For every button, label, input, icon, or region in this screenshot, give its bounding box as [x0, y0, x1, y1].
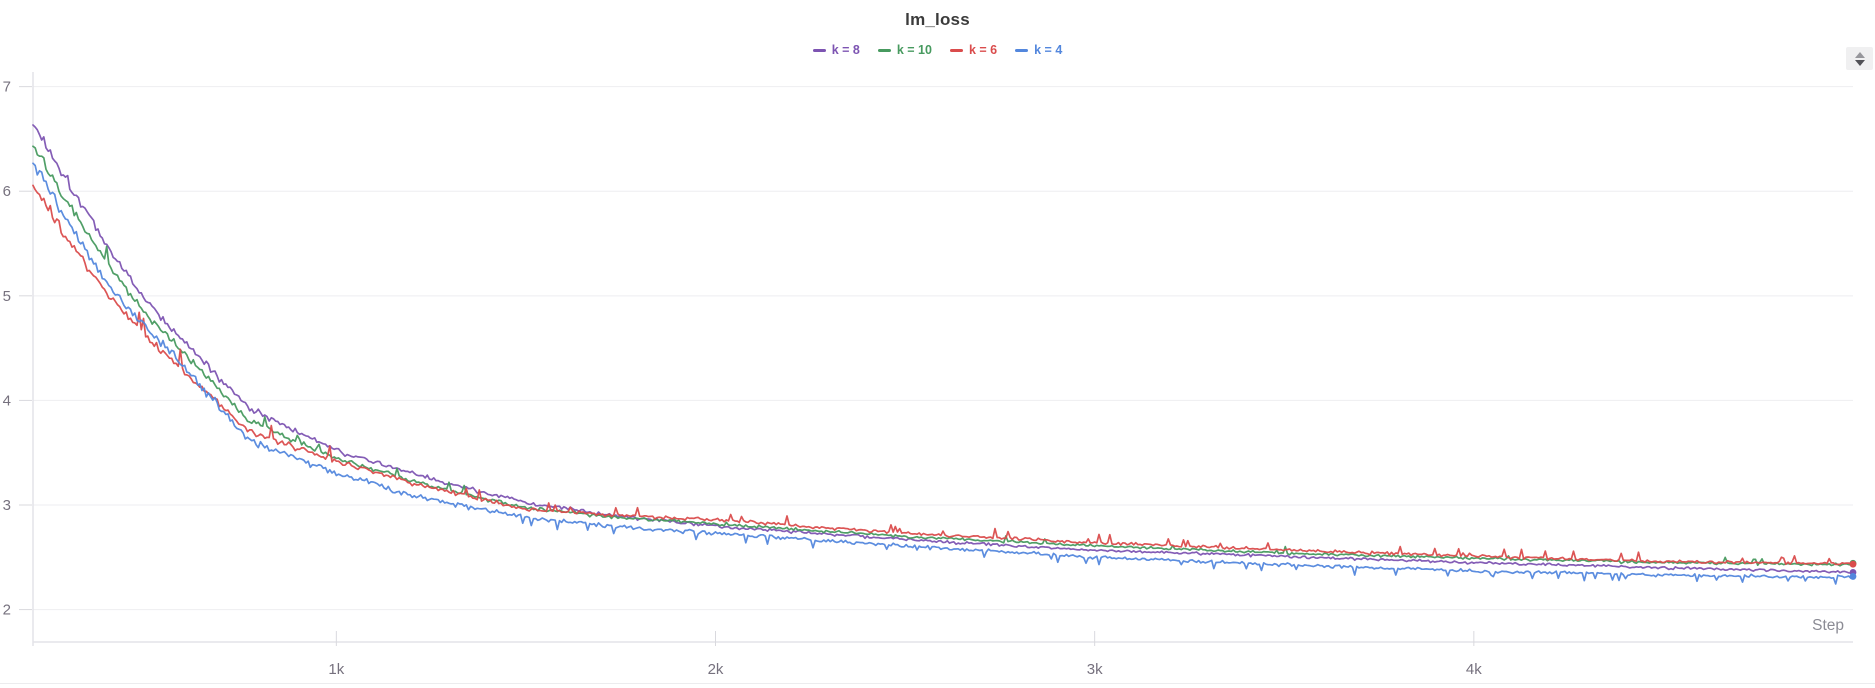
panel-stepper-control[interactable] — [1846, 47, 1873, 70]
x-tick-label: 3k — [1087, 661, 1103, 678]
legend-item-k=6[interactable]: k = 6 — [949, 43, 998, 57]
chart-legend: k = 8 k = 10 k = 6 k = 4 — [0, 41, 1875, 59]
legend-item-k=10[interactable]: k = 10 — [877, 43, 932, 57]
y-tick-label: 3 — [3, 497, 11, 514]
y-tick-label: 4 — [3, 392, 11, 409]
legend-label: k = 6 — [968, 43, 998, 57]
y-tick-label: 6 — [3, 183, 11, 200]
series-line-k=4[interactable] — [32, 162, 1854, 585]
legend-label: k = 10 — [896, 43, 932, 57]
x-tick-label: 4k — [1466, 661, 1482, 678]
stepper-down-icon[interactable] — [1854, 59, 1865, 66]
panel-bottom-border — [0, 683, 1875, 684]
y-tick-label: 7 — [3, 79, 11, 96]
legend-item-k=4[interactable]: k = 4 — [1015, 43, 1062, 57]
legend-swatch-icon — [1015, 48, 1029, 52]
y-tick-label: 2 — [3, 602, 11, 619]
series-endpoint-k=6[interactable] — [1849, 560, 1857, 568]
x-axis-title: Step — [1812, 617, 1844, 634]
stepper-up-icon[interactable] — [1854, 51, 1865, 58]
legend-item-k=8[interactable]: k = 8 — [812, 43, 860, 57]
legend-swatch-icon — [877, 48, 891, 52]
legend-label: k = 8 — [831, 43, 860, 57]
legend-label: k = 4 — [1034, 43, 1063, 57]
series-line-k=10[interactable] — [32, 145, 1854, 567]
legend-swatch-icon — [812, 48, 826, 52]
x-tick-label: 1k — [328, 661, 344, 678]
series-line-k=6[interactable] — [32, 184, 1854, 566]
chart-title: lm_loss — [905, 10, 970, 29]
series-line-k=8[interactable] — [32, 124, 1854, 574]
x-tick-label: 2k — [708, 661, 724, 678]
series-endpoint-k=4[interactable] — [1849, 573, 1857, 580]
legend-swatch-icon — [949, 48, 963, 52]
y-tick-label: 5 — [3, 288, 11, 305]
